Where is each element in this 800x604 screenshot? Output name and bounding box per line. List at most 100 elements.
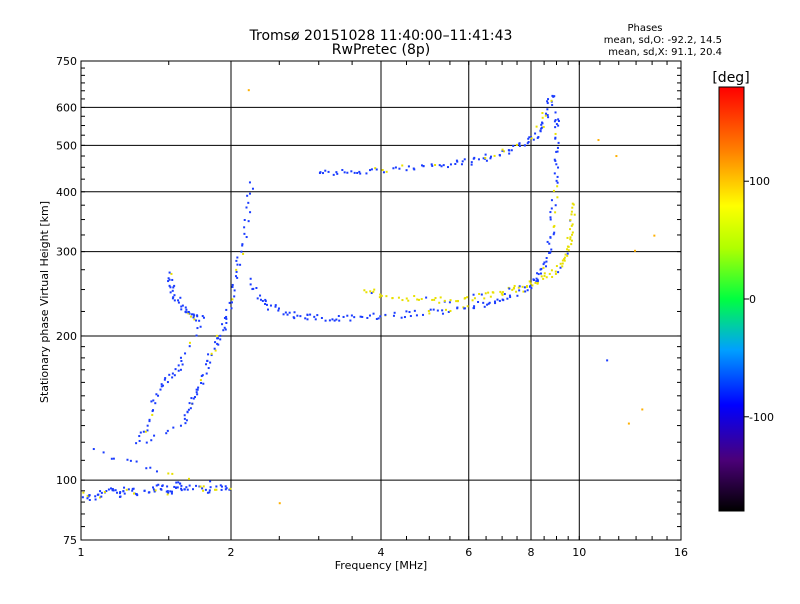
echo-point [382, 171, 385, 174]
echo-point [409, 315, 412, 318]
echo-point [518, 285, 521, 288]
echo-point [561, 259, 564, 262]
echo-point [641, 408, 644, 411]
echo-point [378, 296, 381, 299]
echo-point [215, 485, 218, 488]
echo-point [179, 356, 182, 359]
colorbar [718, 86, 745, 512]
echo-point [539, 272, 542, 275]
echo-point [164, 377, 167, 380]
echo-point [173, 374, 176, 377]
echo-point [114, 489, 117, 492]
echo-point [456, 307, 459, 310]
echo-point [473, 156, 476, 159]
echo-point [543, 261, 546, 264]
echo-point [166, 485, 169, 488]
echo-point [449, 163, 452, 166]
echo-point [119, 491, 122, 494]
echo-point [153, 434, 156, 437]
echo-point [550, 248, 553, 251]
echo-point [537, 136, 540, 139]
echo-point [534, 132, 537, 135]
echo-point [516, 294, 519, 297]
echo-point [264, 298, 267, 301]
echo-point [179, 368, 182, 371]
x-tick-label: 1 [78, 546, 85, 559]
echo-point [188, 312, 191, 315]
echo-point [384, 313, 387, 316]
echo-point [473, 297, 476, 300]
echo-point [486, 303, 489, 306]
echo-point [112, 489, 115, 492]
grid-lines [81, 61, 681, 540]
echo-point [231, 285, 234, 288]
echo-point [530, 136, 533, 139]
echo-point [236, 263, 239, 266]
echo-point [174, 368, 177, 371]
echo-point [554, 119, 557, 122]
echo-point [199, 379, 202, 382]
echo-point [501, 298, 504, 301]
echo-point [508, 287, 511, 290]
echo-point [150, 439, 153, 442]
echo-point [421, 313, 424, 316]
echo-point [398, 167, 401, 170]
echo-point [241, 244, 244, 247]
echo-point [555, 150, 558, 153]
echo-point [204, 488, 207, 491]
echo-point [149, 466, 152, 469]
echo-point [133, 492, 136, 495]
echo-point [493, 154, 496, 157]
echo-point [548, 272, 551, 275]
echo-point [224, 328, 227, 331]
echo-point [221, 323, 224, 326]
echo-point [431, 298, 434, 301]
echo-point [375, 317, 378, 320]
echo-point [556, 196, 559, 199]
echo-point [554, 137, 557, 140]
echo-point [278, 502, 281, 505]
chart-subtitle: RwPretec (8p) [332, 42, 430, 58]
echo-point [183, 488, 186, 491]
echo-point [554, 126, 557, 129]
echo-point [150, 400, 153, 403]
echo-point [541, 122, 544, 125]
echo-point [180, 359, 183, 362]
echo-point [555, 123, 558, 126]
echo-point [146, 424, 149, 427]
echo-point [209, 361, 212, 364]
echo-point [215, 488, 218, 491]
echo-point [557, 166, 560, 169]
echo-point [163, 378, 166, 381]
echo-point [484, 292, 487, 295]
echo-point [224, 485, 227, 488]
x-tick-label: 2 [228, 546, 235, 559]
echo-point [205, 363, 208, 366]
echo-point [146, 429, 149, 432]
echo-point [369, 290, 372, 293]
echo-point [251, 187, 254, 190]
echo-point [556, 175, 559, 178]
echo-point [259, 298, 262, 301]
echo-point [233, 295, 236, 298]
echo-point [177, 301, 180, 304]
echo-point [401, 299, 404, 302]
echo-point [557, 118, 560, 121]
colorbar-tick-label: 0 [749, 293, 756, 306]
echo-point [349, 319, 352, 322]
echo-point [100, 491, 103, 494]
echo-point [569, 219, 572, 222]
echo-point [183, 414, 186, 417]
echo-point [269, 304, 272, 307]
echo-point [571, 206, 574, 209]
echo-point [456, 300, 459, 303]
echo-point [509, 296, 512, 299]
echo-point [420, 164, 423, 167]
echo-point [480, 293, 483, 296]
echo-point [239, 263, 242, 266]
echo-point [264, 302, 267, 305]
echo-point [541, 112, 544, 115]
echo-point [393, 311, 396, 314]
echo-point [220, 488, 223, 491]
echo-point [313, 315, 316, 318]
